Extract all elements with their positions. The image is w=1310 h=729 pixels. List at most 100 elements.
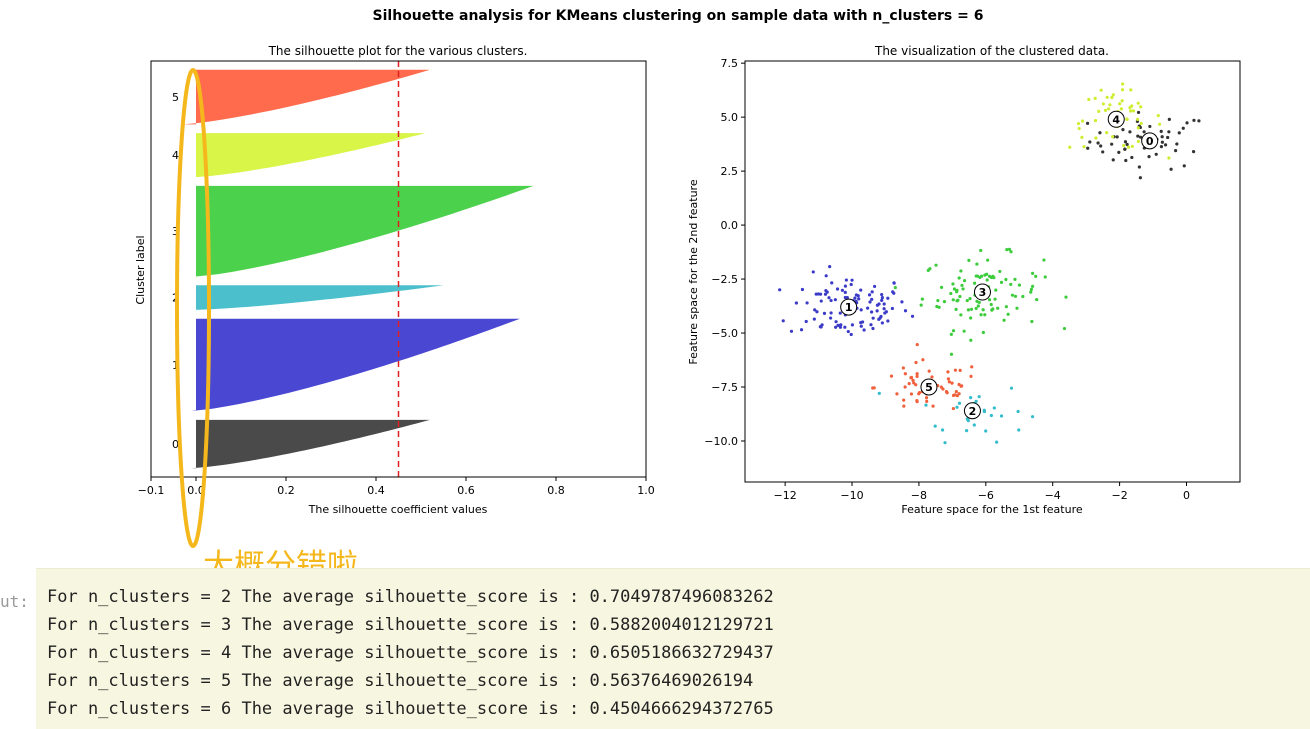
scatter-point: [958, 294, 962, 299]
y-tick-label: −5.0: [711, 327, 738, 340]
scatter-point: [1080, 119, 1085, 123]
scatter-point: [1009, 386, 1014, 390]
y-tick-label: 5.0: [721, 111, 739, 124]
scatter-point: [1135, 117, 1140, 121]
scatter-point: [984, 429, 988, 433]
scatter-point: [1154, 152, 1158, 156]
scatter-point: [1017, 428, 1021, 432]
scatter-y-axis-label: Feature space for the 2nd feature: [687, 179, 700, 364]
scatter-x-ticks: −12 −10 −8 −6 −4 −2 0: [774, 482, 1190, 502]
scatter-point: [845, 295, 849, 300]
scatter-point: [1156, 113, 1160, 118]
cluster-center-label: 1: [845, 301, 853, 314]
scatter-point: [944, 390, 949, 394]
scatter-point: [1093, 96, 1097, 100]
scatter-point: [992, 406, 996, 410]
scatter-point: [838, 325, 843, 329]
scatter-point: [1088, 140, 1092, 144]
scatter-point: [1035, 297, 1039, 302]
scatter-point: [1076, 121, 1081, 126]
scatter-point: [1080, 135, 1084, 139]
scatter-point: [846, 329, 850, 334]
scatter-point: [1082, 145, 1086, 149]
scatter-point: [829, 311, 833, 315]
scatter-point: [1159, 144, 1164, 149]
scatter-point: [957, 401, 962, 405]
scatter-point: [1101, 102, 1105, 106]
scatter-point: [947, 380, 951, 384]
scatter-point: [886, 296, 890, 300]
scatter-point: [994, 440, 999, 444]
scatter-point: [914, 360, 918, 365]
scatter-point: [789, 329, 794, 333]
scatter-point: [1101, 150, 1105, 154]
scatter-point: [1131, 109, 1135, 113]
scatter-point: [924, 396, 929, 400]
scatter-point: [835, 287, 840, 291]
scatter-point: [859, 288, 863, 292]
cluster-center-marker: [840, 298, 858, 316]
scatter-point: [804, 319, 808, 324]
scatter-point: [970, 365, 974, 369]
scatter-point: [799, 328, 804, 332]
scatter-point: [939, 285, 944, 289]
scatter-point: [880, 296, 884, 300]
scatter-point: [1185, 121, 1189, 125]
scatter-point: [974, 306, 978, 311]
scatter-point: [1159, 129, 1163, 133]
scatter-point: [877, 317, 881, 321]
scatter-point: [1160, 140, 1164, 144]
annotation-ellipse: [175, 68, 211, 548]
scatter-point: [1121, 128, 1125, 132]
scatter-point: [1107, 107, 1111, 111]
scatter-point: [979, 313, 983, 317]
scatter-point: [964, 429, 969, 433]
scatter-point: [1103, 108, 1108, 112]
scatter-point: [1147, 155, 1151, 159]
scatter-point: [977, 300, 981, 305]
scatter-point: [827, 296, 831, 300]
scatter-point: [957, 382, 961, 387]
scatter-point: [1009, 282, 1013, 286]
scatter-point: [907, 382, 911, 386]
y-tick-label: −7.5: [711, 381, 738, 394]
scatter-point: [949, 352, 954, 356]
scatter-point: [1004, 305, 1008, 309]
scatter-point: [911, 378, 915, 382]
scatter-point: [1167, 130, 1171, 134]
y-tick-label: 7.5: [721, 57, 739, 70]
scatter-point: [954, 307, 958, 311]
x-tick-label: 0.6: [457, 484, 475, 497]
scatter-point: [1129, 109, 1133, 113]
scatter-point: [914, 383, 918, 387]
scatter-point: [999, 414, 1004, 418]
scatter-point: [982, 409, 987, 414]
scatter-point: [901, 366, 905, 370]
scatter-point: [778, 288, 782, 292]
scatter-point: [1087, 97, 1091, 102]
scatter-point: [869, 323, 873, 327]
scatter-point: [1120, 99, 1124, 103]
scatter-point: [1004, 277, 1008, 282]
scatter-point: [1110, 95, 1114, 100]
x-tick-label: 0.4: [367, 484, 385, 497]
scatter-point: [1094, 136, 1098, 140]
cluster-label-tick: 3: [172, 225, 179, 238]
scatter-point: [946, 370, 950, 374]
scatter-point: [1005, 248, 1009, 252]
cluster-center-label: 5: [925, 381, 933, 394]
scatter-point: [941, 387, 945, 391]
scatter-point: [1096, 141, 1100, 145]
scatter-point: [1126, 145, 1131, 149]
scatter-point: [966, 418, 970, 423]
scatter-point: [857, 297, 861, 301]
scatter-point: [869, 310, 874, 314]
scatter-point: [993, 297, 997, 301]
scatter-point: [979, 248, 983, 253]
output-line: For n_clusters = 3 The average silhouett…: [47, 615, 774, 635]
scatter-point: [1029, 287, 1034, 291]
scatter-point: [1006, 312, 1010, 316]
scatter-point: [1030, 319, 1034, 324]
scatter-point: [969, 307, 974, 311]
scatter-x-axis-label: Feature space for the 1st feature: [901, 503, 1082, 516]
